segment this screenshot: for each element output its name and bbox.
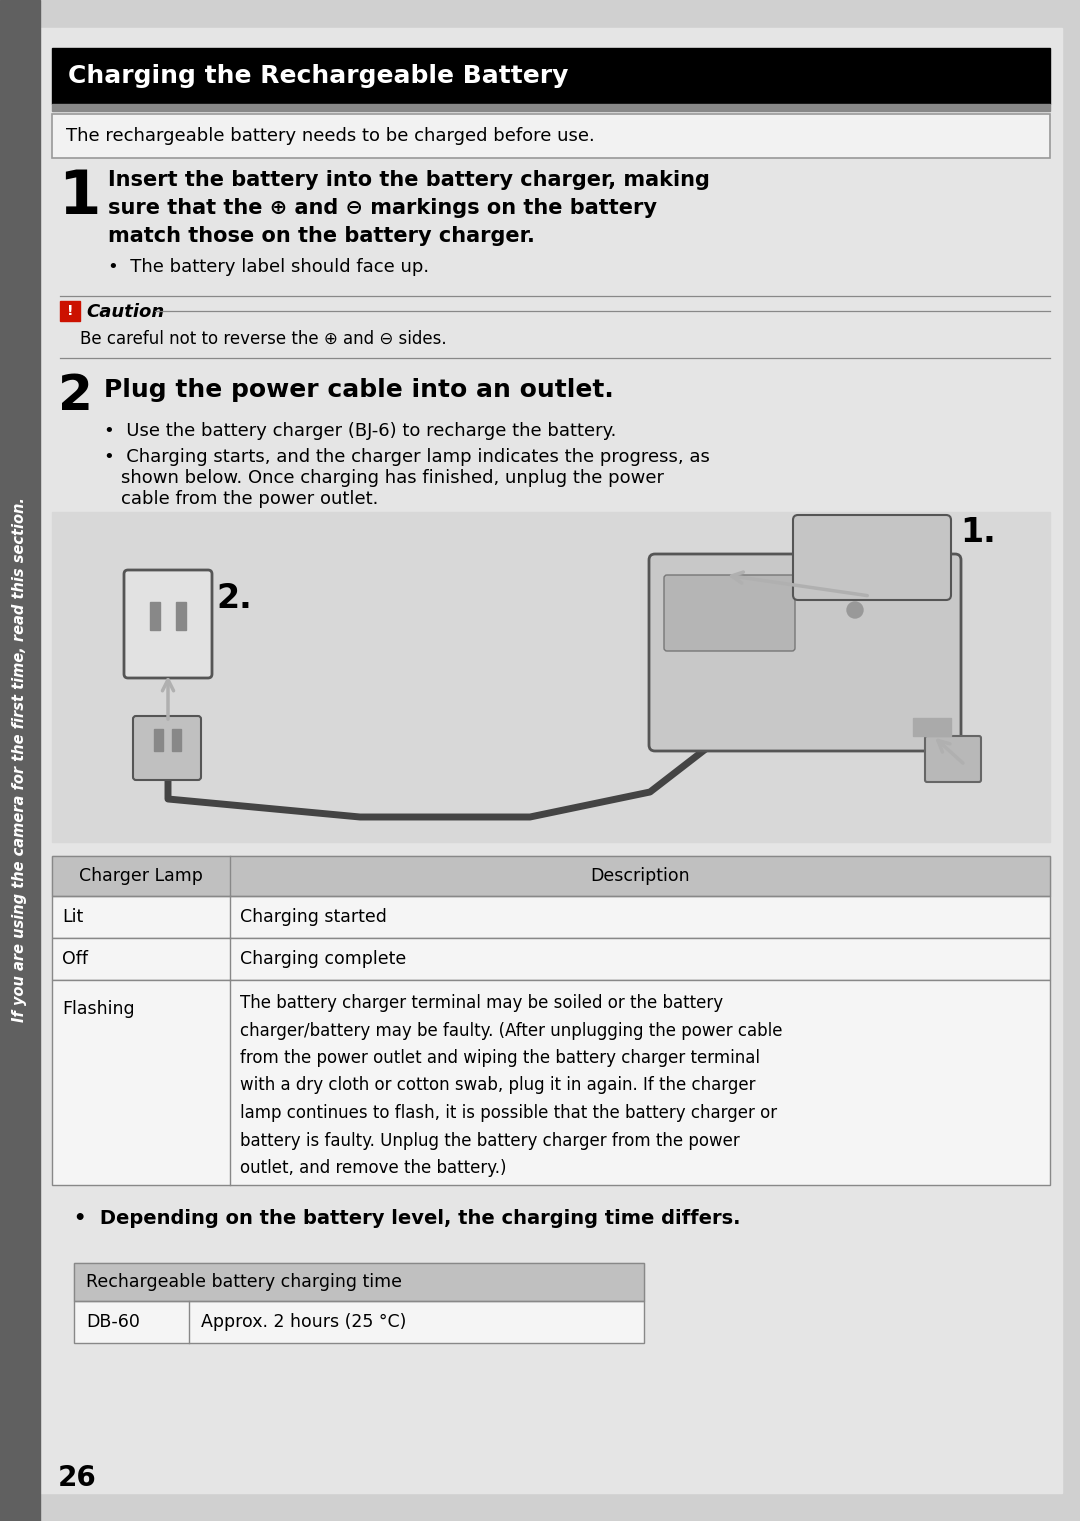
Text: Charging started: Charging started [240,908,387,926]
Text: lamp continues to flash, it is possible that the battery charger or: lamp continues to flash, it is possible … [240,1104,778,1122]
Bar [75,1300,644,1343]
Text: Caution: Caution [86,303,164,321]
Text: DB-60: DB-60 [86,1313,140,1331]
Bar [52,980,1050,1185]
Text: Rechargeable battery charging time: Rechargeable battery charging time [86,1273,402,1291]
Text: Description: Description [590,867,690,885]
Text: •  Charging starts, and the charger lamp indicates the progress, as: • Charging starts, and the charger lamp … [104,449,710,465]
Text: 1: 1 [58,167,100,227]
Text: match those on the battery charger.: match those on the battery charger. [108,227,535,246]
FancyBboxPatch shape [52,114,1050,158]
Text: !: ! [67,304,73,318]
Bar [75,1262,644,1300]
Bar [52,856,1050,896]
Bar [60,301,80,321]
Text: The battery charger terminal may be soiled or the battery: The battery charger terminal may be soil… [240,995,724,1011]
Text: Be careful not to reverse the ⊕ and ⊖ sides.: Be careful not to reverse the ⊕ and ⊖ si… [80,330,447,348]
FancyBboxPatch shape [924,736,981,782]
Bar [52,856,1050,896]
Text: •  The battery label should face up.: • The battery label should face up. [108,259,429,275]
Text: •  Depending on the battery level, the charging time differs.: • Depending on the battery level, the ch… [75,1209,741,1227]
Bar [52,49,1050,103]
Bar [52,103,1050,111]
Bar [913,718,951,736]
Bar [172,729,181,751]
Text: 1.: 1. [960,516,996,549]
Text: Charging the Rechargeable Battery: Charging the Rechargeable Battery [68,64,568,88]
Text: sure that the ⊕ and ⊖ markings on the battery: sure that the ⊕ and ⊖ markings on the ba… [108,198,657,218]
Text: Flashing: Flashing [62,999,135,1018]
Text: Lit: Lit [62,908,83,926]
Text: The rechargeable battery needs to be charged before use.: The rechargeable battery needs to be cha… [66,126,595,144]
Text: 26: 26 [58,1465,97,1492]
Text: cable from the power outlet.: cable from the power outlet. [121,490,378,508]
Bar [0,0,40,1521]
Text: outlet, and remove the battery.): outlet, and remove the battery.) [240,1159,507,1177]
FancyBboxPatch shape [664,575,795,651]
FancyBboxPatch shape [649,554,961,751]
FancyBboxPatch shape [793,516,951,599]
Text: Off: Off [62,951,87,967]
Text: Charger Lamp: Charger Lamp [79,867,203,885]
Text: with a dry cloth or cotton swab, plug it in again. If the charger: with a dry cloth or cotton swab, plug it… [240,1077,756,1095]
Bar [75,1262,644,1300]
FancyBboxPatch shape [133,716,201,780]
Circle shape [847,602,863,618]
Text: charger/battery may be faulty. (After unplugging the power cable: charger/battery may be faulty. (After un… [240,1022,783,1039]
Bar [52,896,1050,938]
Bar [150,602,160,630]
Text: shown below. Once charging has finished, unplug the power: shown below. Once charging has finished,… [121,468,664,487]
FancyBboxPatch shape [124,570,212,678]
Text: battery is faulty. Unplug the battery charger from the power: battery is faulty. Unplug the battery ch… [240,1132,740,1150]
Text: 2: 2 [58,373,93,420]
Text: Charging complete: Charging complete [240,951,406,967]
Text: If you are using the camera for the first time, read this section.: If you are using the camera for the firs… [13,497,27,1022]
Text: Insert the battery into the battery charger, making: Insert the battery into the battery char… [108,170,710,190]
Text: Approx. 2 hours (25 °C): Approx. 2 hours (25 °C) [201,1313,406,1331]
Bar [52,938,1050,980]
Text: 2.: 2. [216,583,252,614]
Bar [176,602,186,630]
Bar [52,513,1050,843]
Text: from the power outlet and wiping the battery charger terminal: from the power outlet and wiping the bat… [240,1049,760,1068]
Text: Plug the power cable into an outlet.: Plug the power cable into an outlet. [104,379,613,402]
Text: •  Use the battery charger (BJ-6) to recharge the battery.: • Use the battery charger (BJ-6) to rech… [104,421,617,440]
Bar [154,729,163,751]
